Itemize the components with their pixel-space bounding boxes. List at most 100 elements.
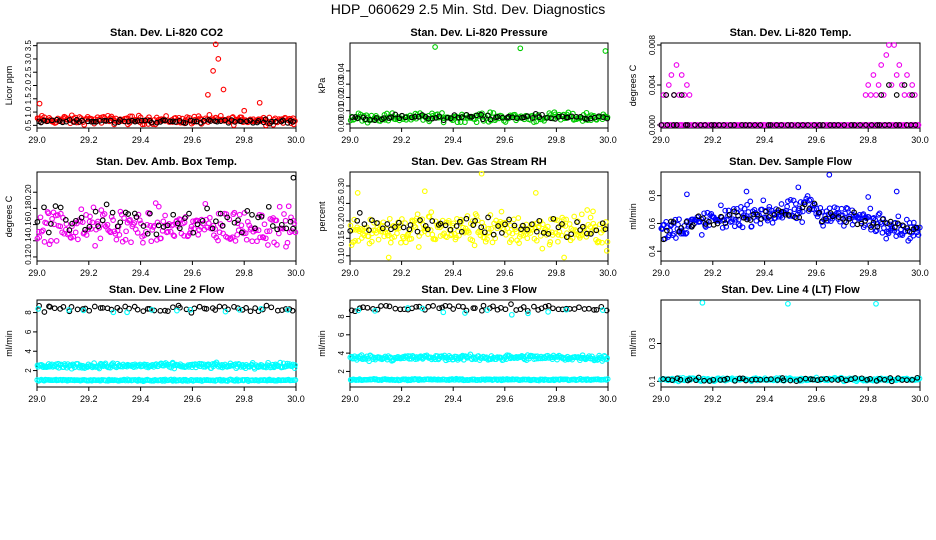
- panel-8-marks-point: [525, 310, 531, 317]
- panel-5-main-point: [575, 218, 581, 225]
- panel-4-hourly-point: [48, 221, 54, 227]
- panel-9-hourly-point: [838, 375, 845, 382]
- panel-5-main-point: [566, 221, 573, 227]
- panel-5-main-point: [354, 190, 361, 196]
- panel-8-hourly-point: [490, 303, 496, 310]
- panel-1-main-point: [141, 121, 148, 127]
- panel-7-hourly-point: [216, 303, 223, 310]
- panel-4-main-point: [40, 227, 46, 234]
- panel-4-hourly-point: [255, 214, 261, 221]
- panel-7-x-tick-label: 29.8: [235, 394, 253, 404]
- panel-1-main-point: [36, 100, 43, 107]
- panel-3-main-point: [694, 122, 701, 128]
- panel-6-main-point: [881, 225, 887, 231]
- panel-4-hourly-point: [209, 225, 216, 232]
- panel-5-main-point: [466, 229, 472, 236]
- panel-7-hourly-point: [212, 307, 219, 313]
- panel-4-main-point: [289, 228, 295, 235]
- panel-3-main-point: [678, 72, 685, 78]
- panel-1-hourly-point: [134, 118, 141, 124]
- panel-6-main-point: [673, 235, 679, 241]
- panel-5-x-tick-label: 30.0: [599, 268, 617, 278]
- panel-6-main-point: [721, 217, 728, 224]
- panel-3-main-point: [870, 72, 877, 78]
- panel-6-hourly-point: [868, 224, 874, 230]
- panel-1-hourly-point: [238, 118, 245, 125]
- panel-6-hourly-point: [862, 218, 868, 224]
- panel-9-hourly-point: [823, 375, 830, 382]
- panel-5-main-point: [539, 245, 546, 252]
- panel-6-main-point: [842, 210, 848, 217]
- panel-4-hourly-point: [274, 226, 281, 233]
- panel-5-main-point: [513, 228, 520, 235]
- panel-3-main-point: [865, 82, 872, 88]
- panel-6-hourly-point: [801, 201, 808, 208]
- panel-4-y-tick-label: 0.18: [24, 200, 33, 216]
- panel-1-main-point: [107, 115, 114, 121]
- panel-4-hourly-point: [155, 222, 162, 229]
- panel-4-main-point: [72, 229, 79, 236]
- panel-3-hourly-point: [886, 122, 893, 128]
- panel-8-x-tick-label: 30.0: [599, 394, 617, 404]
- panel-5-hourly-point: [407, 222, 414, 228]
- panel-7-lower-point: [217, 376, 223, 383]
- panel-4-main-point: [284, 239, 291, 246]
- panel-1-hourly-point: [160, 117, 166, 124]
- panel-5-main-point: [510, 216, 517, 223]
- panel-1-hourly-point: [129, 117, 135, 124]
- panel-7-marks-point: [258, 306, 264, 312]
- panel-3-hourly-point: [752, 122, 758, 128]
- panel-8-marks-point: [404, 305, 411, 311]
- panel-3-hourly-point: [912, 122, 919, 128]
- panel-4-main-point: [273, 217, 280, 224]
- panel-5-hourly-point: [588, 231, 594, 237]
- panel-6-main-point: [916, 224, 923, 231]
- panel-2-x-tick-label: 29.2: [393, 135, 411, 145]
- panel-3-main-point: [906, 92, 913, 98]
- panel-3-y-axis-label: degrees C: [628, 64, 638, 106]
- panel-9-main-point: [785, 300, 791, 307]
- panel-3-hourly-point: [909, 92, 916, 98]
- panel-1-x-tick-label: 30.0: [287, 135, 305, 145]
- panel-4-main-point: [254, 238, 260, 245]
- panel-3-hourly-point: [886, 82, 892, 88]
- panel-5-hourly-point: [550, 215, 557, 222]
- panel-3-hourly-point: [893, 122, 899, 128]
- panel-7-marks-point: [149, 307, 155, 313]
- panel-7-hourly-point: [97, 305, 104, 311]
- panel-2-y-axis-label: kPa: [317, 78, 327, 94]
- panel-3-main-point: [911, 92, 918, 98]
- panel-4-hourly-point: [249, 211, 255, 218]
- panel-7-y-axis-label: ml/min: [4, 330, 14, 357]
- panel-5-main-point: [524, 235, 531, 242]
- panel-1-hourly-point: [54, 116, 60, 123]
- panel-4-main-point: [266, 228, 273, 234]
- panel-8-hourly-point: [524, 307, 531, 314]
- panel-6-main-point: [684, 191, 690, 198]
- panel-2-hourly-point: [455, 114, 462, 121]
- panel-8-lower-point: [497, 376, 504, 383]
- panel-2-hourly-point: [381, 115, 387, 121]
- panel-7-upper-point: [102, 360, 109, 367]
- panel-2-main-point: [570, 110, 576, 117]
- panel-4-y-axis-label: degrees C: [4, 195, 14, 237]
- panel-3-main-point: [880, 92, 887, 98]
- panel-8-title: Stan. Dev. Line 3 Flow: [421, 284, 537, 296]
- panel-5-main-point: [415, 244, 422, 250]
- panel-1-hourly-point: [111, 120, 118, 126]
- panel-4-main-point: [229, 234, 236, 241]
- panel-5-main-point: [471, 242, 478, 249]
- panel-9-y-tick-label: 0.3: [648, 337, 657, 349]
- panel-8-hourly-point: [386, 303, 393, 310]
- panel-4-main-point: [257, 234, 263, 241]
- panel-5-x-tick-label: 29.6: [496, 268, 514, 278]
- panel-6-hourly-point: [660, 236, 667, 243]
- panel-9-hourly-point: [774, 377, 781, 383]
- panel-5-main-point: [578, 211, 585, 218]
- panel-4-main-point: [216, 229, 223, 236]
- panel-8-x-tick-label: 29.4: [444, 394, 462, 404]
- panel-4-main-point: [260, 234, 267, 241]
- panel-5-hourly-point: [499, 230, 505, 236]
- panel-5-hourly-point: [511, 222, 518, 229]
